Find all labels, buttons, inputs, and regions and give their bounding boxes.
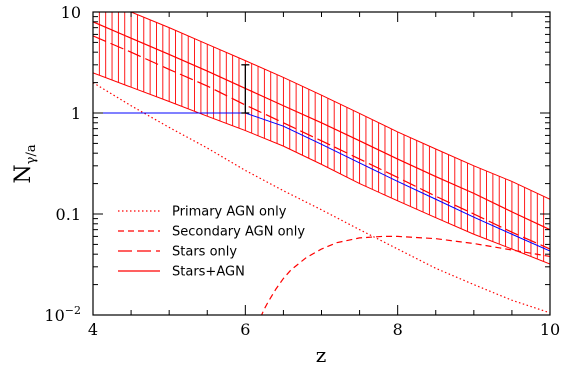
legend: Primary AGN only Secondary AGN only Stars … [118, 205, 305, 280]
y-tick-label: 0.1 [56, 205, 81, 224]
legend-label: Primary AGN only [172, 205, 287, 220]
legend-label: Stars+AGN [172, 265, 245, 280]
series-lines [93, 21, 550, 315]
svg-text:Nγ/a: Nγ/a [11, 144, 39, 183]
y-tick-label: 1 [71, 104, 81, 123]
series-line-stars-agn [93, 21, 550, 231]
y-tick-label: 10−2 [44, 304, 81, 325]
y-axis-label-main: N [11, 164, 36, 183]
x-tick-label: 8 [393, 320, 403, 339]
tick-labels: 4 6 8 10 10 1 0.1 10−2 [44, 3, 560, 339]
series-line-blue-4 [93, 112, 550, 252]
uncertainty-band [93, 12, 550, 265]
x-tick-label: 4 [88, 320, 98, 339]
y-axis-label: Nγ/a [11, 144, 39, 183]
series-line-primary-agn-only [93, 82, 550, 314]
x-axis-label: z [316, 343, 327, 367]
legend-label: Secondary AGN only [172, 225, 305, 240]
series-line-stars-only [93, 35, 550, 250]
x-tick-label: 10 [540, 320, 560, 339]
y-axis-label-sub: γ/a [24, 144, 39, 164]
error-bar [241, 64, 250, 114]
axis-ticks [92, 11, 551, 316]
y-tick-label: 10 [61, 3, 81, 22]
legend-label: Stars only [172, 245, 237, 260]
x-tick-label: 6 [240, 320, 250, 339]
series-line-secondary-agn-only [260, 235, 550, 315]
